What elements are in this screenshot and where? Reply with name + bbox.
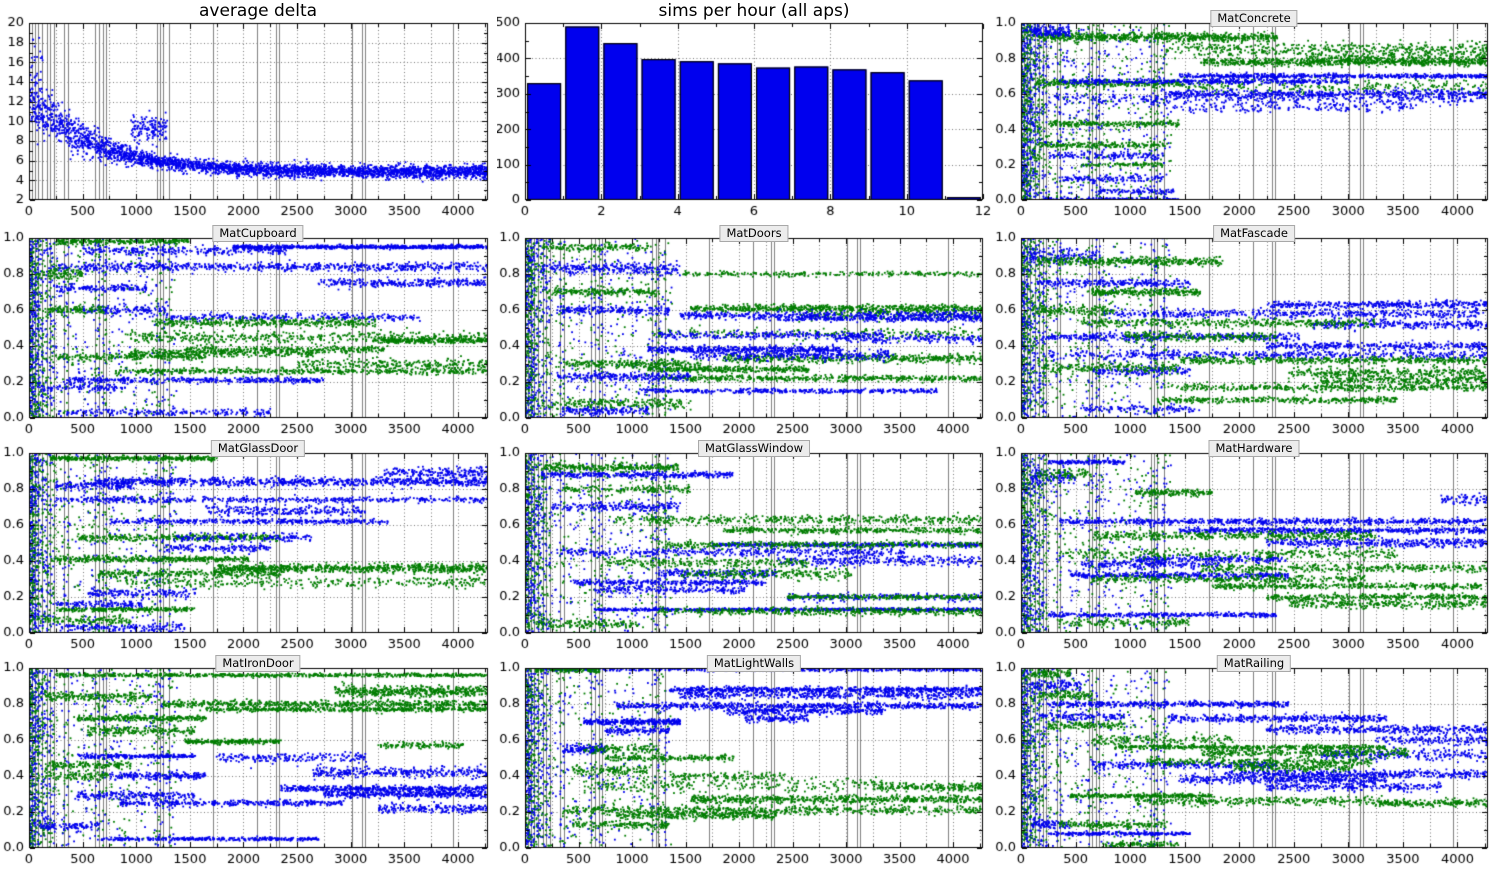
matconcrete-canvas bbox=[992, 0, 1492, 228]
plot-title: sims per hour (all aps) bbox=[658, 1, 850, 21]
plot-average-delta: average delta bbox=[0, 0, 497, 228]
plot-matrailing: MatRailing bbox=[992, 655, 1492, 870]
plot-matglasswindow: MatGlassWindow bbox=[497, 440, 992, 658]
matglassdoor-canvas bbox=[0, 443, 497, 658]
plot-title: MatFascade bbox=[1213, 225, 1295, 242]
plot-title: MatHardware bbox=[1208, 440, 1300, 457]
plot-matcupboard: MatCupboard bbox=[0, 225, 497, 443]
plot-title: MatGlassDoor bbox=[210, 440, 306, 457]
matlightwalls-canvas bbox=[497, 658, 992, 870]
plot-matglassdoor: MatGlassDoor bbox=[0, 440, 497, 658]
plot-title: MatConcrete bbox=[1210, 10, 1298, 27]
plot-title: average delta bbox=[198, 1, 318, 21]
plot-title: MatLightWalls bbox=[706, 655, 802, 672]
plot-title: MatGlassWindow bbox=[698, 440, 810, 457]
plot-matlightwalls: MatLightWalls bbox=[497, 655, 992, 870]
plot-title: MatCupboard bbox=[212, 225, 304, 242]
plot-title: MatDoors bbox=[719, 225, 789, 242]
average-delta-canvas bbox=[0, 0, 497, 228]
matirondoor-canvas bbox=[0, 658, 497, 870]
plot-matconcrete: MatConcrete bbox=[992, 0, 1492, 228]
matdoors-canvas bbox=[497, 228, 992, 443]
mathardware-canvas bbox=[992, 443, 1492, 658]
matglasswindow-canvas bbox=[497, 443, 992, 658]
sims-per-hour-canvas bbox=[497, 0, 992, 228]
plot-matfascade: MatFascade bbox=[992, 225, 1492, 443]
plot-matdoors: MatDoors bbox=[497, 225, 992, 443]
matfascade-canvas bbox=[992, 228, 1492, 443]
plot-matirondoor: MatIronDoor bbox=[0, 655, 497, 870]
matcupboard-canvas bbox=[0, 228, 497, 443]
matrailing-canvas bbox=[992, 658, 1492, 870]
plot-title: MatIronDoor bbox=[215, 655, 301, 672]
plot-sims-per-hour: sims per hour (all aps) bbox=[497, 0, 992, 228]
plot-title: MatRailing bbox=[1216, 655, 1292, 672]
plot-mathardware: MatHardware bbox=[992, 440, 1492, 658]
